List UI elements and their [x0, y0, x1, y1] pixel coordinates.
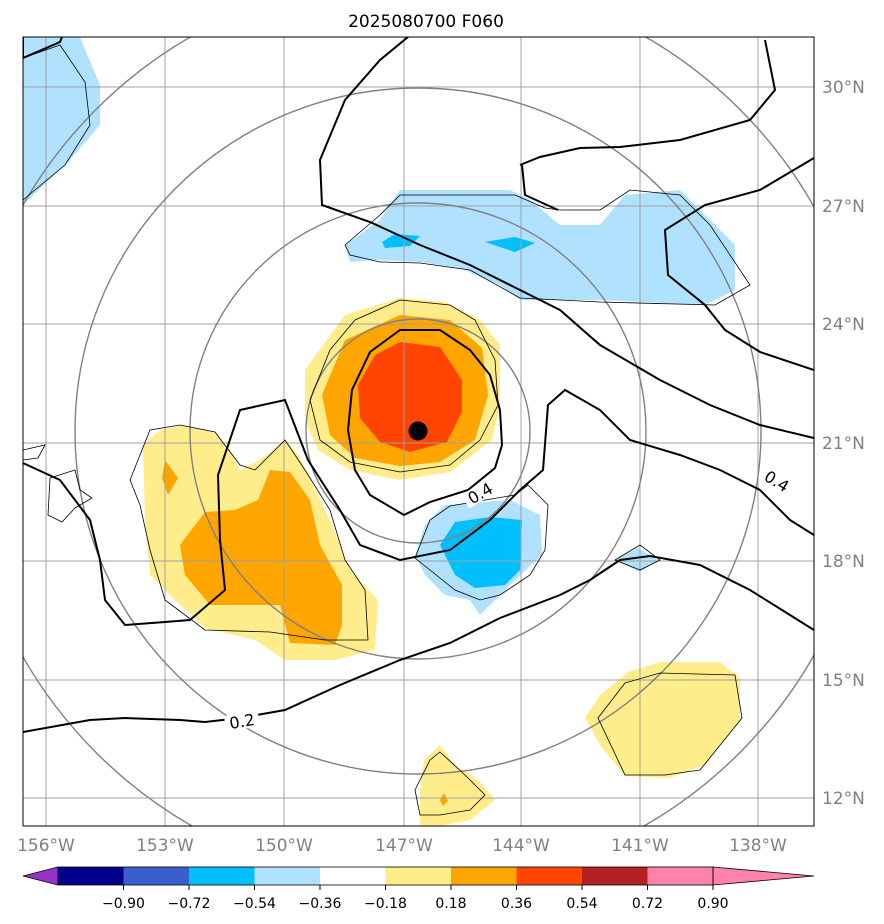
shade-blue-north-a [382, 234, 420, 248]
colorbar-tick-label: 0.18 [435, 896, 466, 912]
range-rings [23, 37, 814, 826]
graticule [23, 37, 814, 826]
shade-light-blue-nw [23, 37, 100, 205]
shade-yellow-south [420, 745, 495, 826]
colorbar-tick-label: −0.54 [233, 896, 276, 912]
colorbar-tick-label: 0.72 [632, 896, 663, 912]
filled-contours [23, 37, 740, 826]
contour-label-02: 0.2 [228, 710, 256, 733]
lat-label: 12°N [822, 789, 865, 809]
colorbar-tick-label: 0.54 [566, 896, 597, 912]
shade-orange-west-small [162, 460, 178, 495]
lat-label: 15°N [822, 671, 865, 691]
colorbar-extend-min [22, 866, 59, 886]
shade-light-blue-north [345, 190, 735, 305]
map-panel: 0.4 0.4 0.2 [22, 36, 815, 827]
thick-contours [23, 37, 814, 733]
colorbar-segment [647, 867, 713, 885]
colorbar-tick-label: −0.72 [168, 896, 211, 912]
lon-label: 150°W [255, 836, 313, 856]
lon-label: 144°W [492, 836, 550, 856]
storm-center-marker [408, 421, 428, 441]
contour-label-group: 0.4 0.4 0.2 [223, 465, 796, 733]
map-frame [22, 36, 815, 827]
colorbar-segment [254, 867, 320, 885]
longitude-labels: 156°W 153°W 150°W 147°W 144°W 141°W 138°… [17, 836, 787, 856]
shade-yellow-se [585, 662, 740, 778]
thin-contours [23, 44, 751, 816]
colorbar-segment [451, 867, 517, 885]
colorbar-tick-label: −0.18 [364, 896, 407, 912]
colorbar-tick-label: 0.90 [697, 896, 728, 912]
shade-blue-north-b [485, 237, 535, 252]
plot-title: 2025080700 F060 [348, 12, 504, 32]
lat-label: 27°N [822, 197, 865, 217]
lat-label: 18°N [822, 552, 865, 572]
colorbar-tick-label: −0.90 [102, 896, 145, 912]
lon-label: 147°W [375, 836, 433, 856]
shade-orange-west [180, 470, 342, 645]
colorbar-tick-label: 0.36 [501, 896, 532, 912]
lon-label: 153°W [136, 836, 194, 856]
colorbar: −0.90 −0.72 −0.54 −0.36 −0.18 0.18 0.36 … [22, 866, 815, 912]
colorbar-segment [385, 867, 451, 885]
lon-label: 156°W [17, 836, 75, 856]
colorbar-segment [58, 867, 124, 885]
lat-label: 30°N [822, 78, 865, 98]
colorbar-extend-max [712, 866, 815, 886]
lat-label: 24°N [822, 315, 865, 335]
colorbar-segment [123, 867, 189, 885]
colorbar-segment [582, 867, 648, 885]
colorbar-segment [189, 867, 255, 885]
colorbar-segment [320, 867, 386, 885]
colorbar-tick-label: −0.36 [299, 896, 342, 912]
lon-label: 141°W [611, 836, 669, 856]
shade-orange-south-dot [440, 793, 448, 806]
latitude-labels: 30°N 27°N 24°N 21°N 18°N 15°N 12°N [822, 78, 865, 809]
shade-red-central [358, 342, 462, 452]
lat-label: 21°N [822, 434, 865, 454]
lon-label: 138°W [729, 836, 787, 856]
colorbar-segment [516, 867, 582, 885]
